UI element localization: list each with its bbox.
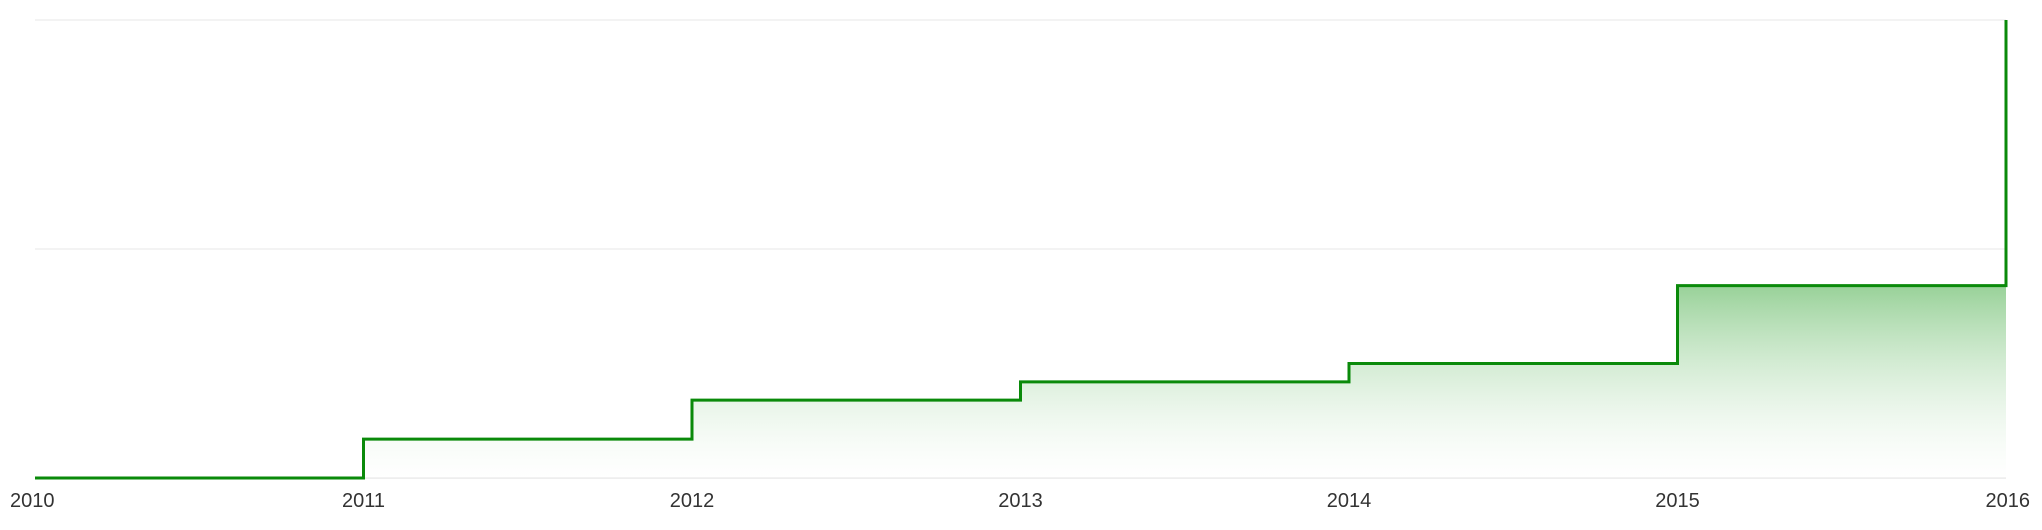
x-tick-label-2013: 2013: [998, 490, 1043, 512]
x-tick-label-2014: 2014: [1327, 490, 1372, 512]
series-step-line: [35, 20, 2008, 480]
x-tick-label-2010: 2010: [10, 490, 55, 512]
x-tick-label-2016: 2016: [1986, 490, 2031, 512]
series-line: [35, 20, 2008, 480]
x-tick-label-2011: 2011: [342, 490, 385, 512]
x-tick-label-2012: 2012: [670, 490, 715, 512]
x-axis-ticks: 2010 2011 2012 2013 2014 2015 2016: [10, 490, 2030, 512]
x-tick-label-2015: 2015: [1655, 490, 1700, 512]
